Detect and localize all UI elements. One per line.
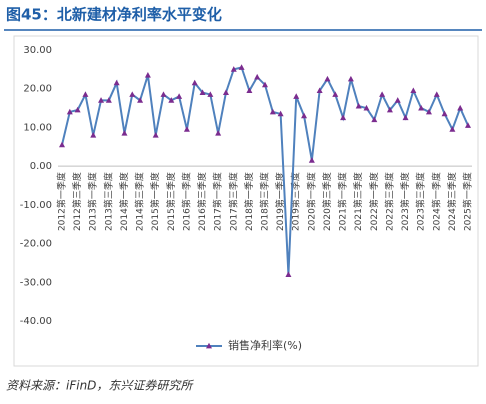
x-tick-label: 2014第一季度 bbox=[118, 172, 130, 231]
data-point bbox=[324, 75, 331, 82]
data-point bbox=[215, 130, 222, 136]
data-point bbox=[269, 108, 276, 115]
data-point bbox=[222, 89, 229, 95]
x-tick-label: 2015第一季度 bbox=[149, 172, 161, 231]
data-point bbox=[262, 81, 268, 88]
data-point bbox=[285, 271, 292, 277]
data-point bbox=[144, 71, 151, 78]
x-tick-label: 2017第一季度 bbox=[212, 172, 224, 231]
x-tick-label: 2022第一季度 bbox=[368, 172, 380, 231]
data-point bbox=[176, 93, 183, 99]
data-point bbox=[160, 91, 167, 97]
x-tick-label: 2020第三季度 bbox=[321, 172, 333, 231]
data-point bbox=[137, 97, 144, 103]
x-tick-label: 2012第一季度 bbox=[56, 172, 68, 231]
x-tick-label: 2012第三季度 bbox=[71, 172, 83, 231]
data-point bbox=[246, 87, 253, 94]
x-tick-label: 2024第一季度 bbox=[430, 172, 442, 231]
x-tick-label: 2021第一季度 bbox=[337, 172, 349, 231]
data-point bbox=[316, 87, 323, 94]
data-point bbox=[465, 122, 471, 128]
data-point bbox=[59, 141, 65, 148]
x-tick-label: 2023第三季度 bbox=[415, 172, 427, 231]
chart-title: 图45：北新建材净利率水平变化 bbox=[6, 6, 222, 24]
y-tick-label: 30.00 bbox=[23, 45, 52, 56]
y-tick-label: 0.00 bbox=[30, 161, 52, 172]
x-tick-label: 2021第三季度 bbox=[352, 172, 364, 231]
x-tick-label: 2020第一季度 bbox=[305, 172, 317, 231]
data-point bbox=[379, 91, 386, 97]
data-point bbox=[347, 75, 354, 82]
data-point bbox=[425, 108, 432, 115]
x-tick-label: 2024第三季度 bbox=[446, 172, 458, 231]
data-point bbox=[105, 97, 112, 103]
x-tick-label: 2018第一季度 bbox=[243, 172, 255, 231]
x-tick-label: 2023第一季度 bbox=[399, 172, 411, 231]
data-point bbox=[402, 114, 409, 121]
x-tick-label: 2016第一季度 bbox=[180, 172, 192, 231]
data-point bbox=[74, 106, 81, 113]
data-point bbox=[191, 79, 198, 86]
x-tick-label: 2015第三季度 bbox=[165, 172, 177, 231]
y-tick-label: -40.00 bbox=[20, 316, 52, 327]
data-point bbox=[230, 66, 237, 72]
data-point bbox=[82, 91, 89, 97]
data-point bbox=[457, 104, 464, 111]
data-point bbox=[340, 114, 347, 121]
data-point bbox=[410, 87, 417, 94]
data-point bbox=[183, 126, 190, 132]
data-point bbox=[371, 116, 378, 123]
series-line bbox=[61, 66, 469, 275]
x-tick-label: 2025第一季度 bbox=[462, 172, 474, 231]
data-point bbox=[293, 93, 300, 99]
data-point bbox=[90, 131, 97, 138]
data-point bbox=[308, 157, 315, 163]
x-tick-label: 2013第三季度 bbox=[102, 172, 114, 231]
data-point bbox=[441, 110, 448, 117]
y-tick-label: -10.00 bbox=[20, 200, 52, 211]
y-tick-label: -20.00 bbox=[20, 239, 52, 250]
data-point bbox=[449, 126, 456, 132]
data-point bbox=[168, 97, 175, 103]
data-point bbox=[386, 106, 393, 113]
data-point bbox=[98, 97, 105, 103]
data-point bbox=[199, 89, 206, 95]
data-point bbox=[113, 79, 120, 86]
y-tick-label: 20.00 bbox=[23, 84, 52, 95]
chart-frame bbox=[13, 35, 479, 367]
y-tick-label: -30.00 bbox=[20, 277, 52, 288]
x-tick-label: 2018第三季度 bbox=[259, 172, 271, 231]
legend-label: 销售净利率(%) bbox=[228, 338, 302, 352]
data-point bbox=[332, 91, 339, 97]
x-tick-label: 2016第三季度 bbox=[196, 172, 208, 231]
data-point bbox=[355, 102, 362, 109]
data-point bbox=[433, 91, 440, 97]
x-tick-label: 2022第三季度 bbox=[383, 172, 395, 231]
data-point bbox=[129, 91, 136, 97]
data-point bbox=[394, 97, 401, 103]
data-point bbox=[207, 91, 214, 97]
data-point bbox=[301, 112, 308, 119]
data-point bbox=[238, 64, 245, 70]
x-tick-label: 2013第一季度 bbox=[87, 172, 99, 231]
x-tick-label: 2019第一季度 bbox=[274, 172, 286, 231]
data-point bbox=[254, 73, 261, 80]
data-point bbox=[277, 110, 284, 117]
y-tick-label: 10.00 bbox=[23, 122, 52, 133]
data-point bbox=[363, 104, 370, 111]
source-note: 资料来源：iFinD，东兴证券研究所 bbox=[6, 379, 194, 393]
x-tick-label: 2017第三季度 bbox=[227, 172, 239, 231]
data-point bbox=[418, 104, 425, 111]
data-point bbox=[66, 108, 73, 115]
legend-marker bbox=[206, 342, 212, 349]
x-tick-label: 2014第三季度 bbox=[134, 172, 146, 231]
data-point bbox=[121, 130, 128, 136]
data-point bbox=[152, 131, 159, 138]
